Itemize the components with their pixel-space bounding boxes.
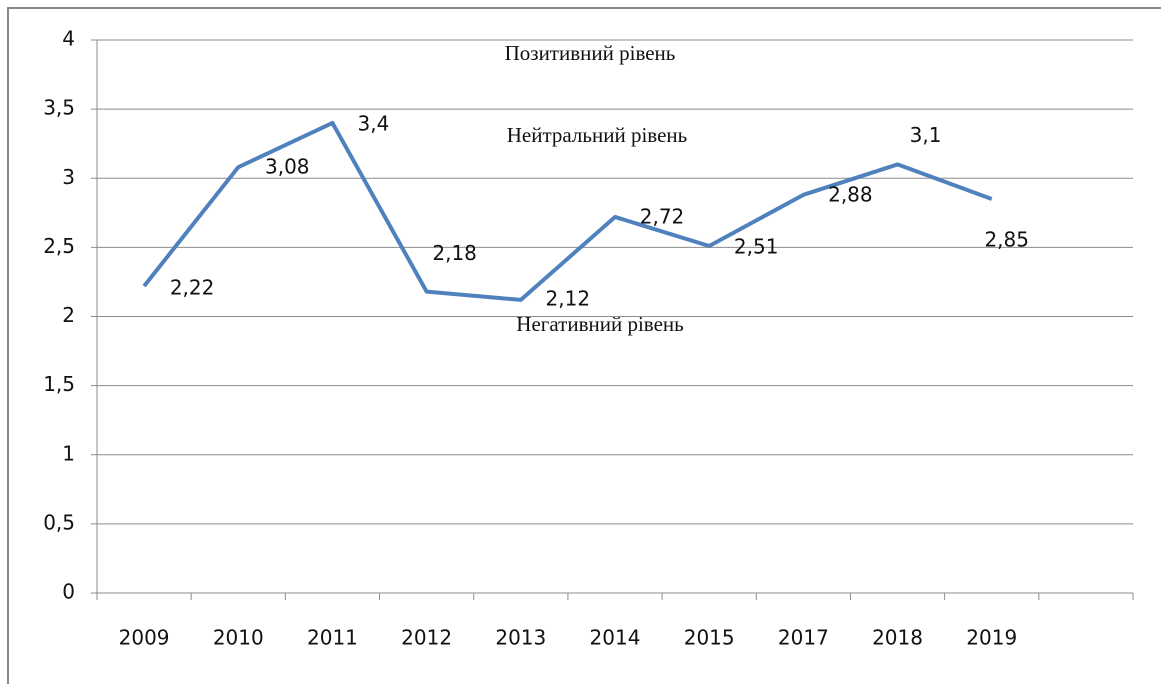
data-label: 2,12 bbox=[546, 286, 591, 310]
data-label: 2,22 bbox=[170, 276, 215, 300]
data-label: 3,4 bbox=[358, 111, 390, 135]
y-tick-label: 4 bbox=[62, 27, 75, 51]
annotation: Позитивний рівень bbox=[505, 41, 676, 65]
data-label: 2,85 bbox=[984, 227, 1029, 251]
y-tick-label: 0 bbox=[62, 580, 75, 604]
x-tick-label: 2018 bbox=[872, 626, 923, 650]
frame bbox=[7, 7, 1161, 684]
data-label: 2,88 bbox=[828, 182, 873, 206]
x-tick-label: 2013 bbox=[495, 626, 546, 650]
data-label: 2,51 bbox=[734, 234, 779, 258]
x-tick-label: 2019 bbox=[966, 626, 1017, 650]
data-label: 2,18 bbox=[432, 241, 477, 265]
y-tick-label: 2,5 bbox=[43, 234, 75, 258]
data-label: 2,72 bbox=[640, 204, 685, 228]
x-tick-label: 2015 bbox=[684, 626, 735, 650]
x-tick-label: 2009 bbox=[119, 626, 170, 650]
annotation: Негативний рівень bbox=[516, 312, 683, 336]
y-tick-label: 0,5 bbox=[43, 510, 75, 534]
y-tick-label: 2 bbox=[62, 303, 75, 327]
x-tick-label: 2011 bbox=[307, 626, 358, 650]
x-tick-label: 2017 bbox=[778, 626, 829, 650]
y-tick-label: 1,5 bbox=[43, 372, 75, 396]
y-tick-label: 1 bbox=[62, 441, 75, 465]
line bbox=[142, 120, 993, 302]
data-label: 3,08 bbox=[265, 155, 310, 179]
data-label: 3,1 bbox=[910, 123, 942, 147]
x-tick-label: 2010 bbox=[213, 626, 264, 650]
annotation: Нейтральний рівень bbox=[507, 123, 687, 147]
x-tick-label: 2014 bbox=[590, 626, 641, 650]
y-tick-label: 3 bbox=[62, 165, 75, 189]
y-tick-label: 3,5 bbox=[43, 96, 75, 120]
x-tick-label: 2012 bbox=[401, 626, 452, 650]
